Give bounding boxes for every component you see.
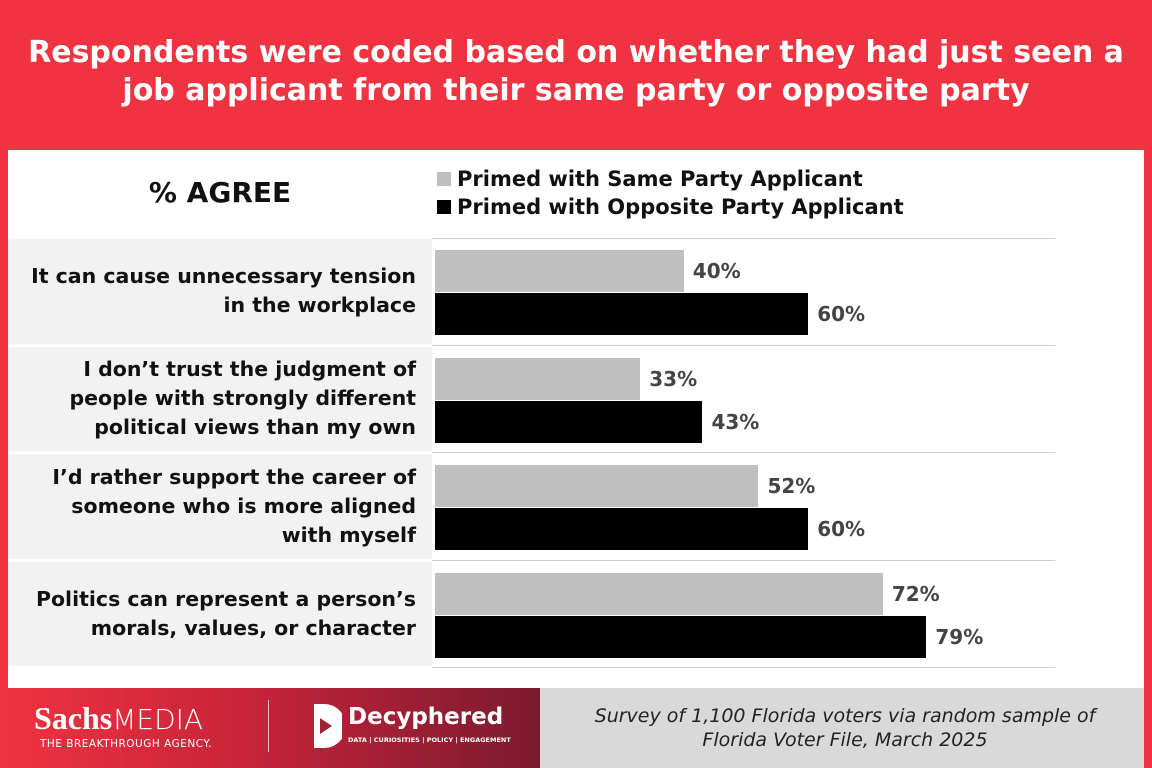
source-note: Survey of 1,100 Florida voters via rando… [594, 705, 1096, 751]
legend-label: Primed with Opposite Party Applicant [457, 195, 904, 219]
value-label: 72% [891, 581, 940, 606]
partner-icon [314, 704, 342, 748]
legend-item: Primed with Same Party Applicant [437, 167, 863, 191]
brand-bold: Sachs [34, 700, 113, 736]
bar [435, 508, 809, 550]
bar [435, 465, 759, 507]
value-label: 60% [817, 517, 866, 541]
footer-brand-area [0, 688, 540, 768]
chart-title: Respondents were coded based on whether … [28, 35, 1124, 108]
row-separator [432, 344, 1055, 346]
brand-logo: SachsMEDIA [34, 700, 203, 737]
row-background [8, 454, 432, 559]
brand-tagline: THE BREAKTHROUGH AGENCY. [40, 738, 212, 750]
category-label: It can cause unnecessary tension in the … [31, 264, 416, 318]
partner-logo: Decyphered [348, 704, 504, 730]
legend-label: Primed with Same Party Applicant [457, 167, 863, 191]
row-background [8, 239, 432, 344]
value-label: 43% [711, 409, 760, 434]
value-label: 33% [649, 366, 698, 391]
value-label: 60% [817, 302, 866, 326]
bar [435, 572, 883, 615]
category-label: Politics can represent a person’s morals… [35, 586, 416, 640]
row-separator [432, 559, 1055, 561]
bar [435, 615, 927, 658]
footer-source-area [540, 688, 1144, 768]
category-label: I’d rather support the career of someone… [52, 464, 416, 547]
bar [435, 293, 809, 335]
chart-subtitle: % AGREE [148, 176, 292, 209]
row-separator [432, 238, 1055, 239]
row-background [8, 346, 432, 451]
bar [435, 400, 703, 443]
legend-swatch [437, 172, 451, 186]
value-label: 52% [767, 474, 816, 498]
partner-tagline: DATA | CURIOSITIES | POLICY | ENGAGEMENT [348, 736, 511, 744]
value-label: 79% [935, 624, 984, 649]
bar [435, 357, 641, 400]
row-background [8, 561, 432, 666]
footer-divider [268, 700, 269, 752]
value-label: 40% [692, 259, 741, 283]
row-separator [432, 667, 1055, 668]
brand-light: MEDIA [112, 703, 204, 736]
legend-item: Primed with Opposite Party Applicant [437, 195, 904, 219]
bar [435, 250, 684, 292]
legend-swatch [437, 200, 451, 214]
category-label: I don’t trust the judgment of people wit… [69, 357, 416, 440]
row-separator [432, 452, 1055, 453]
